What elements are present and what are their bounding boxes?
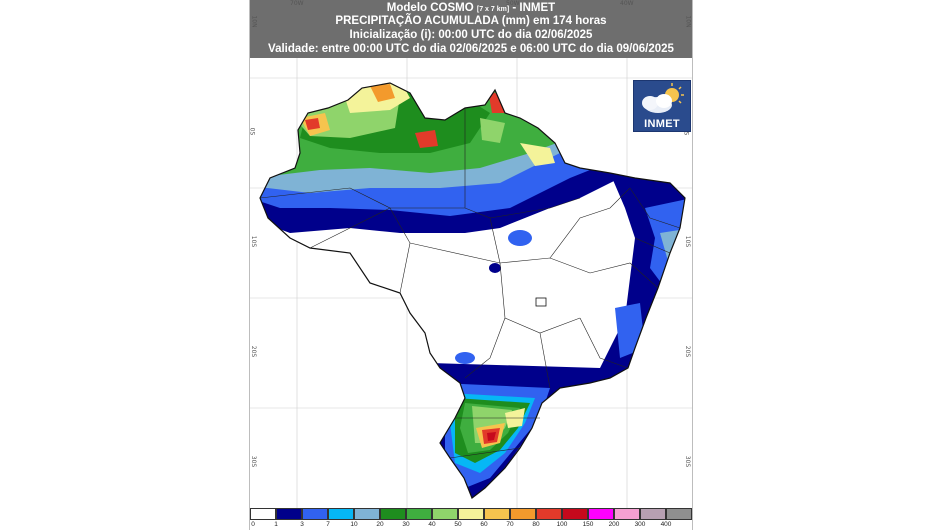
legend-swatch (432, 508, 458, 520)
initialization-text: Inicialização (i): 00:00 UTC do dia 02/0… (349, 29, 593, 41)
inmet-logo: INMET (633, 80, 691, 132)
legend-swatch (406, 508, 432, 520)
coord-top-50w: 50W (506, 0, 520, 7)
legend-swatch (562, 508, 588, 520)
precipitation-fields (260, 83, 685, 498)
legend-swatch (614, 508, 640, 520)
legend-swatch (536, 508, 562, 520)
cloud-sun-icon (642, 83, 684, 113)
coord-right-10n: 10N (684, 15, 692, 28)
legend-swatch (276, 508, 302, 520)
legend-swatch (250, 508, 276, 520)
state-boundaries (259, 108, 681, 459)
coord-left-10n: 10N (250, 15, 258, 28)
legend-label: 20 (376, 521, 384, 528)
legend-swatch (328, 508, 354, 520)
legend-label: 200 (608, 521, 620, 528)
precipitation-map (250, 58, 692, 508)
legend-swatch (484, 508, 510, 520)
legend-swatch (380, 508, 406, 520)
legend-label: 150 (582, 521, 594, 528)
legend-label: 1 (274, 521, 278, 528)
validity-text: Validade: entre 00:00 UTC do dia 02/06/2… (268, 43, 674, 55)
legend-label: 30 (402, 521, 410, 528)
legend-label: 60 (480, 521, 488, 528)
legend-swatch (666, 508, 692, 520)
map-panel: Modelo COSMO [7 x 7 km] - INMET PRECIPIT… (248, 0, 693, 530)
brazil-outline (259, 82, 686, 499)
model-title: Modelo COSMO [7 x 7 km] - INMET (386, 2, 556, 14)
legend-label: 0 (251, 521, 255, 528)
legend-label: 80 (532, 521, 540, 528)
color-legend: 0 1 3 7 10 20 30 40 50 60 70 80 100 150 200 300 400 (250, 508, 692, 530)
federal-district-outline (535, 297, 547, 307)
legend-label: 50 (454, 521, 462, 528)
map-header: Modelo COSMO [7 x 7 km] - INMET PRECIPIT… (250, 0, 692, 58)
legend-swatch (458, 508, 484, 520)
legend-swatch (640, 508, 666, 520)
legend-swatch (588, 508, 614, 520)
product-title: PRECIPITAÇÃO ACUMULADA (mm) em 174 horas (335, 15, 607, 27)
legend-label: 40 (428, 521, 436, 528)
legend-label: 7 (326, 521, 330, 528)
coord-top-40w: 40W (620, 0, 634, 7)
legend-swatch (354, 508, 380, 520)
legend-label: 10 (350, 521, 358, 528)
legend-label: 300 (634, 521, 646, 528)
logo-text: INMET (644, 118, 680, 130)
legend-label: 400 (660, 521, 672, 528)
coord-top-70w: 70W (290, 0, 304, 7)
legend-label: 3 (300, 521, 304, 528)
legend-label: 70 (506, 521, 514, 528)
legend-swatch (510, 508, 536, 520)
legend-swatch (302, 508, 328, 520)
legend-label: 100 (556, 521, 568, 528)
